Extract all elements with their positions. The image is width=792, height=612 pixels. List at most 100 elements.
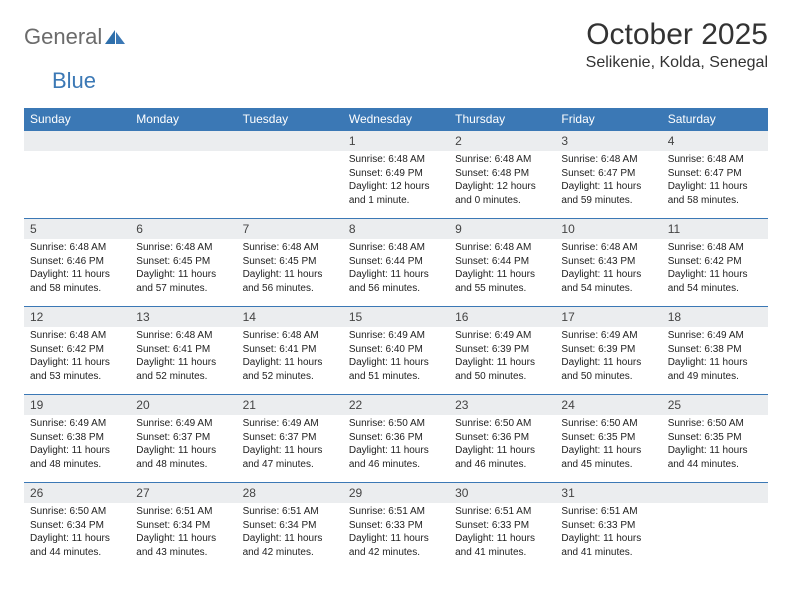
- calendar-empty-cell: [24, 130, 130, 218]
- sunset-text: Sunset: 6:34 PM: [30, 519, 124, 533]
- day-number-bar: 18: [662, 306, 768, 327]
- calendar-day-cell: 6Sunrise: 6:48 AMSunset: 6:45 PMDaylight…: [130, 218, 236, 306]
- sunset-text: Sunset: 6:38 PM: [668, 343, 762, 357]
- day-details: Sunrise: 6:48 AMSunset: 6:49 PMDaylight:…: [343, 151, 449, 211]
- calendar-day-cell: 9Sunrise: 6:48 AMSunset: 6:44 PMDaylight…: [449, 218, 555, 306]
- daylight-text: Daylight: 11 hours and 49 minutes.: [668, 356, 762, 383]
- calendar-empty-cell: [662, 482, 768, 570]
- sunrise-text: Sunrise: 6:49 AM: [136, 417, 230, 431]
- sunset-text: Sunset: 6:46 PM: [30, 255, 124, 269]
- day-number-bar: [24, 130, 130, 151]
- sunset-text: Sunset: 6:37 PM: [136, 431, 230, 445]
- day-number-bar: 6: [130, 218, 236, 239]
- day-number-bar: 9: [449, 218, 555, 239]
- daylight-text: Daylight: 11 hours and 44 minutes.: [30, 532, 124, 559]
- day-details: Sunrise: 6:49 AMSunset: 6:38 PMDaylight:…: [662, 327, 768, 387]
- day-number-bar: 13: [130, 306, 236, 327]
- day-details: Sunrise: 6:49 AMSunset: 6:38 PMDaylight:…: [24, 415, 130, 475]
- sunset-text: Sunset: 6:45 PM: [136, 255, 230, 269]
- day-details: Sunrise: 6:51 AMSunset: 6:33 PMDaylight:…: [449, 503, 555, 563]
- calendar-day-cell: 18Sunrise: 6:49 AMSunset: 6:38 PMDayligh…: [662, 306, 768, 394]
- sunset-text: Sunset: 6:44 PM: [455, 255, 549, 269]
- sunrise-text: Sunrise: 6:48 AM: [349, 153, 443, 167]
- sunset-text: Sunset: 6:39 PM: [561, 343, 655, 357]
- daylight-text: Daylight: 12 hours and 0 minutes.: [455, 180, 549, 207]
- day-number-bar: 11: [662, 218, 768, 239]
- daylight-text: Daylight: 11 hours and 47 minutes.: [243, 444, 337, 471]
- daylight-text: Daylight: 11 hours and 46 minutes.: [455, 444, 549, 471]
- calendar-day-cell: 16Sunrise: 6:49 AMSunset: 6:39 PMDayligh…: [449, 306, 555, 394]
- sunset-text: Sunset: 6:34 PM: [243, 519, 337, 533]
- location: Selikenie, Kolda, Senegal: [586, 54, 768, 72]
- daylight-text: Daylight: 11 hours and 43 minutes.: [136, 532, 230, 559]
- brand-part2: Blue: [52, 68, 96, 94]
- calendar-head: SundayMondayTuesdayWednesdayThursdayFrid…: [24, 108, 768, 130]
- day-details: Sunrise: 6:48 AMSunset: 6:43 PMDaylight:…: [555, 239, 661, 299]
- sunrise-text: Sunrise: 6:50 AM: [668, 417, 762, 431]
- calendar-day-cell: 3Sunrise: 6:48 AMSunset: 6:47 PMDaylight…: [555, 130, 661, 218]
- day-number-bar: 4: [662, 130, 768, 151]
- day-number-bar: 14: [237, 306, 343, 327]
- sunrise-text: Sunrise: 6:48 AM: [561, 153, 655, 167]
- sunset-text: Sunset: 6:35 PM: [668, 431, 762, 445]
- calendar-day-cell: 5Sunrise: 6:48 AMSunset: 6:46 PMDaylight…: [24, 218, 130, 306]
- day-number-bar: [237, 130, 343, 151]
- calendar-day-cell: 31Sunrise: 6:51 AMSunset: 6:33 PMDayligh…: [555, 482, 661, 570]
- sunrise-text: Sunrise: 6:51 AM: [561, 505, 655, 519]
- sunrise-text: Sunrise: 6:48 AM: [349, 241, 443, 255]
- day-details: Sunrise: 6:51 AMSunset: 6:34 PMDaylight:…: [130, 503, 236, 563]
- day-number-bar: 28: [237, 482, 343, 503]
- calendar-week-row: 26Sunrise: 6:50 AMSunset: 6:34 PMDayligh…: [24, 482, 768, 570]
- sunrise-text: Sunrise: 6:48 AM: [455, 153, 549, 167]
- sunset-text: Sunset: 6:43 PM: [561, 255, 655, 269]
- sunset-text: Sunset: 6:35 PM: [561, 431, 655, 445]
- day-number-bar: 30: [449, 482, 555, 503]
- calendar-day-cell: 1Sunrise: 6:48 AMSunset: 6:49 PMDaylight…: [343, 130, 449, 218]
- daylight-text: Daylight: 11 hours and 52 minutes.: [243, 356, 337, 383]
- sunrise-text: Sunrise: 6:49 AM: [561, 329, 655, 343]
- daylight-text: Daylight: 11 hours and 58 minutes.: [668, 180, 762, 207]
- calendar-day-cell: 4Sunrise: 6:48 AMSunset: 6:47 PMDaylight…: [662, 130, 768, 218]
- sunset-text: Sunset: 6:48 PM: [455, 167, 549, 181]
- sunset-text: Sunset: 6:49 PM: [349, 167, 443, 181]
- day-number-bar: 22: [343, 394, 449, 415]
- calendar-day-cell: 10Sunrise: 6:48 AMSunset: 6:43 PMDayligh…: [555, 218, 661, 306]
- weekday-header: Tuesday: [237, 108, 343, 130]
- day-number-bar: 23: [449, 394, 555, 415]
- day-number-bar: 15: [343, 306, 449, 327]
- weekday-header: Wednesday: [343, 108, 449, 130]
- day-details: Sunrise: 6:48 AMSunset: 6:47 PMDaylight:…: [662, 151, 768, 211]
- calendar-day-cell: 7Sunrise: 6:48 AMSunset: 6:45 PMDaylight…: [237, 218, 343, 306]
- weekday-header: Friday: [555, 108, 661, 130]
- sunset-text: Sunset: 6:47 PM: [668, 167, 762, 181]
- day-details: Sunrise: 6:49 AMSunset: 6:37 PMDaylight:…: [130, 415, 236, 475]
- sunset-text: Sunset: 6:37 PM: [243, 431, 337, 445]
- daylight-text: Daylight: 11 hours and 59 minutes.: [561, 180, 655, 207]
- daylight-text: Daylight: 11 hours and 54 minutes.: [668, 268, 762, 295]
- sunrise-text: Sunrise: 6:48 AM: [243, 241, 337, 255]
- sunrise-text: Sunrise: 6:49 AM: [349, 329, 443, 343]
- calendar-day-cell: 28Sunrise: 6:51 AMSunset: 6:34 PMDayligh…: [237, 482, 343, 570]
- day-details: Sunrise: 6:49 AMSunset: 6:39 PMDaylight:…: [555, 327, 661, 387]
- calendar-day-cell: 13Sunrise: 6:48 AMSunset: 6:41 PMDayligh…: [130, 306, 236, 394]
- sunrise-text: Sunrise: 6:51 AM: [455, 505, 549, 519]
- day-number-bar: 27: [130, 482, 236, 503]
- daylight-text: Daylight: 11 hours and 48 minutes.: [30, 444, 124, 471]
- day-details: Sunrise: 6:48 AMSunset: 6:44 PMDaylight:…: [343, 239, 449, 299]
- daylight-text: Daylight: 11 hours and 42 minutes.: [243, 532, 337, 559]
- day-number-bar: 12: [24, 306, 130, 327]
- day-details: Sunrise: 6:50 AMSunset: 6:35 PMDaylight:…: [555, 415, 661, 475]
- daylight-text: Daylight: 11 hours and 56 minutes.: [349, 268, 443, 295]
- day-details: Sunrise: 6:48 AMSunset: 6:48 PMDaylight:…: [449, 151, 555, 211]
- day-number-bar: 17: [555, 306, 661, 327]
- daylight-text: Daylight: 11 hours and 41 minutes.: [561, 532, 655, 559]
- weekday-header: Sunday: [24, 108, 130, 130]
- sunset-text: Sunset: 6:33 PM: [455, 519, 549, 533]
- calendar-day-cell: 22Sunrise: 6:50 AMSunset: 6:36 PMDayligh…: [343, 394, 449, 482]
- day-details: Sunrise: 6:49 AMSunset: 6:39 PMDaylight:…: [449, 327, 555, 387]
- sunrise-text: Sunrise: 6:51 AM: [349, 505, 443, 519]
- calendar-day-cell: 20Sunrise: 6:49 AMSunset: 6:37 PMDayligh…: [130, 394, 236, 482]
- sunrise-text: Sunrise: 6:48 AM: [668, 153, 762, 167]
- calendar-day-cell: 15Sunrise: 6:49 AMSunset: 6:40 PMDayligh…: [343, 306, 449, 394]
- calendar-week-row: 19Sunrise: 6:49 AMSunset: 6:38 PMDayligh…: [24, 394, 768, 482]
